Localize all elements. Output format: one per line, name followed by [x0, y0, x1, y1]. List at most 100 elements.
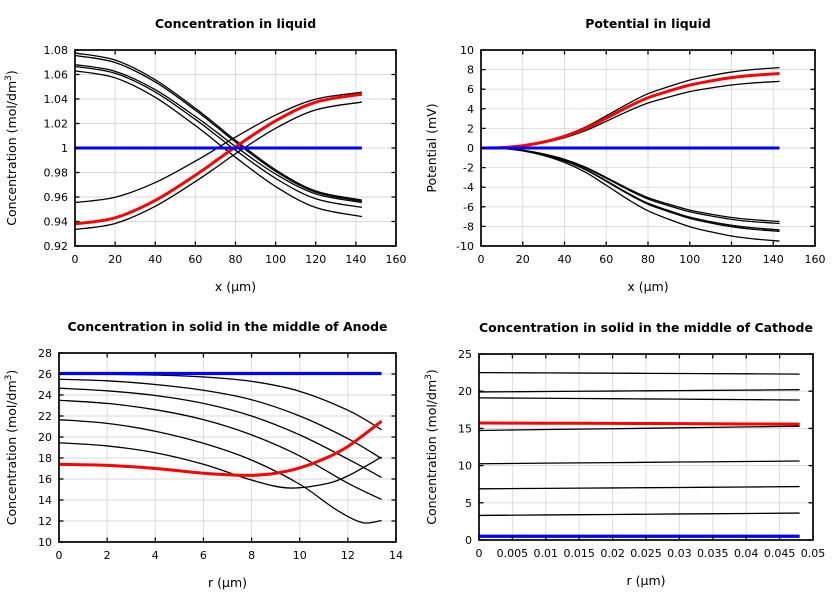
series-line — [58, 387, 382, 479]
tick-label: 0.045 — [764, 547, 796, 560]
series-line — [480, 147, 780, 225]
x-axis-label: x (µm) — [627, 279, 668, 294]
series-line — [478, 512, 800, 517]
tick-label: 5 — [465, 497, 472, 510]
tick-label: 6 — [200, 549, 207, 562]
series-line — [58, 419, 382, 524]
tick-label: 10 — [460, 44, 474, 57]
tick-label: 0.035 — [697, 547, 729, 560]
tick-label: 14 — [38, 494, 52, 507]
tick-label: 4 — [467, 103, 474, 116]
tick-label: -8 — [463, 220, 474, 233]
series-line — [480, 66, 780, 149]
series-line — [478, 421, 800, 426]
tick-label: 0.01 — [534, 547, 559, 560]
y-axis-label: Concentration (mol/dm3) — [424, 369, 439, 525]
tick-label: 14 — [389, 549, 403, 562]
tick-label: 1.02 — [44, 118, 69, 131]
tick-label: 2 — [104, 549, 111, 562]
series-line — [74, 70, 363, 218]
chart-svg-concentration-liquid: 0 20 40 60 80 100 120 140 160 0.92 0.94 0.96 0.98 1 1.… — [4, 16, 407, 294]
tick-label: 4 — [152, 549, 159, 562]
tick-label: 12 — [38, 515, 52, 528]
tick-label: 60 — [188, 253, 202, 266]
tick-label: 140 — [763, 253, 784, 266]
tick-label: 18 — [38, 452, 52, 465]
series-line — [480, 72, 780, 150]
chart-svg-concentration-solid-anode: 0 2 4 6 8 10 12 1410121416182022242628Concentra… — [4, 319, 403, 590]
tick-label: 100 — [265, 253, 286, 266]
tick-label: 0.03 — [667, 547, 692, 560]
series-line — [478, 397, 800, 401]
tick-label: 1.04 — [44, 93, 69, 106]
chart-svg-concentration-solid-cathode: 0 0.005 0.01 0.015 0.02 0.025 0.03 0.035 0.04 0.0… — [424, 320, 826, 588]
tick-label: 0 — [476, 547, 483, 560]
x-axis-label: r (µm) — [208, 575, 247, 590]
series-line — [480, 147, 780, 242]
plot-title: Concentration in solid in the middle of … — [67, 319, 387, 334]
tick-label: 0 — [478, 253, 485, 266]
tick-label: 0.94 — [44, 216, 69, 229]
x-axis-label: x (µm) — [215, 279, 256, 294]
tick-label: 15 — [458, 422, 472, 435]
tick-label: 0.92 — [44, 240, 69, 253]
y-axis-label: Potential (mV) — [424, 103, 439, 192]
tick-label: 0.05 — [801, 547, 826, 560]
chart-svg-potential-liquid: 0 20 40 60 80 100 120 140 160 -10 -8 -6 -4 -2 0 2 4 6 8 10 P… — [424, 16, 826, 294]
tick-label: 10 — [458, 460, 472, 473]
tick-label: 0.96 — [44, 191, 69, 204]
tick-label: 16 — [38, 473, 52, 486]
series-line — [478, 460, 800, 465]
series-line — [74, 52, 363, 201]
plot-concentration-solid-cathode: 0 0.005 0.01 0.015 0.02 0.025 0.03 0.035 0.04 0.0… — [420, 300, 840, 600]
tick-label: 0 — [467, 142, 474, 155]
series-line — [478, 485, 800, 490]
tick-label: 1.08 — [44, 44, 69, 57]
plot-title: Potential in liquid — [585, 16, 711, 31]
tick-label: 0.005 — [497, 547, 529, 560]
tick-label: 20 — [458, 385, 472, 398]
tick-label: 100 — [679, 253, 700, 266]
series-line — [480, 80, 780, 149]
tick-label: 0.025 — [630, 547, 662, 560]
series-line — [74, 92, 363, 226]
series-line — [58, 399, 382, 501]
tick-label: 60 — [599, 253, 613, 266]
tick-label: 1 — [61, 142, 68, 155]
tick-label: 1.06 — [44, 69, 69, 82]
series-line — [478, 389, 800, 393]
tick-label: 26 — [38, 368, 52, 381]
tick-label: 0 — [72, 253, 79, 266]
series-line — [58, 378, 382, 460]
tick-label: 25 — [458, 348, 472, 361]
series-line — [478, 425, 800, 432]
y-axis-label: Concentration (mol/dm3) — [4, 370, 19, 526]
tick-label: 80 — [229, 253, 243, 266]
tick-label: 8 — [248, 549, 255, 562]
tick-label: 0.98 — [44, 167, 69, 180]
plot-title: Concentration in liquid — [155, 16, 316, 31]
tick-label: 10 — [293, 549, 307, 562]
x-axis-label: r (µm) — [627, 573, 666, 588]
plot-concentration-in-liquid: 0 20 40 60 80 100 120 140 160 0.92 0.94 0.96 0.98 1 1.… — [0, 0, 420, 300]
series-line — [480, 147, 780, 223]
series-line — [74, 65, 363, 209]
tick-label: 160 — [805, 253, 826, 266]
tick-label: 0.04 — [734, 547, 759, 560]
tick-label: 8 — [467, 64, 474, 77]
tick-label: 0 — [56, 549, 63, 562]
tick-label: -6 — [463, 201, 474, 214]
axes-box — [58, 352, 397, 543]
plot-title: Concentration in solid in the middle of … — [479, 320, 813, 335]
tick-label: 80 — [641, 253, 655, 266]
tick-label: 24 — [38, 389, 52, 402]
tick-label: 40 — [148, 253, 162, 266]
tick-label: 28 — [38, 347, 52, 360]
y-axis-label: Concentration (mol/dm3) — [4, 70, 19, 226]
tick-label: -10 — [456, 240, 474, 253]
series-line — [58, 420, 383, 477]
tick-label: 0 — [465, 534, 472, 547]
series-line — [74, 64, 363, 204]
tick-label: 120 — [721, 253, 742, 266]
